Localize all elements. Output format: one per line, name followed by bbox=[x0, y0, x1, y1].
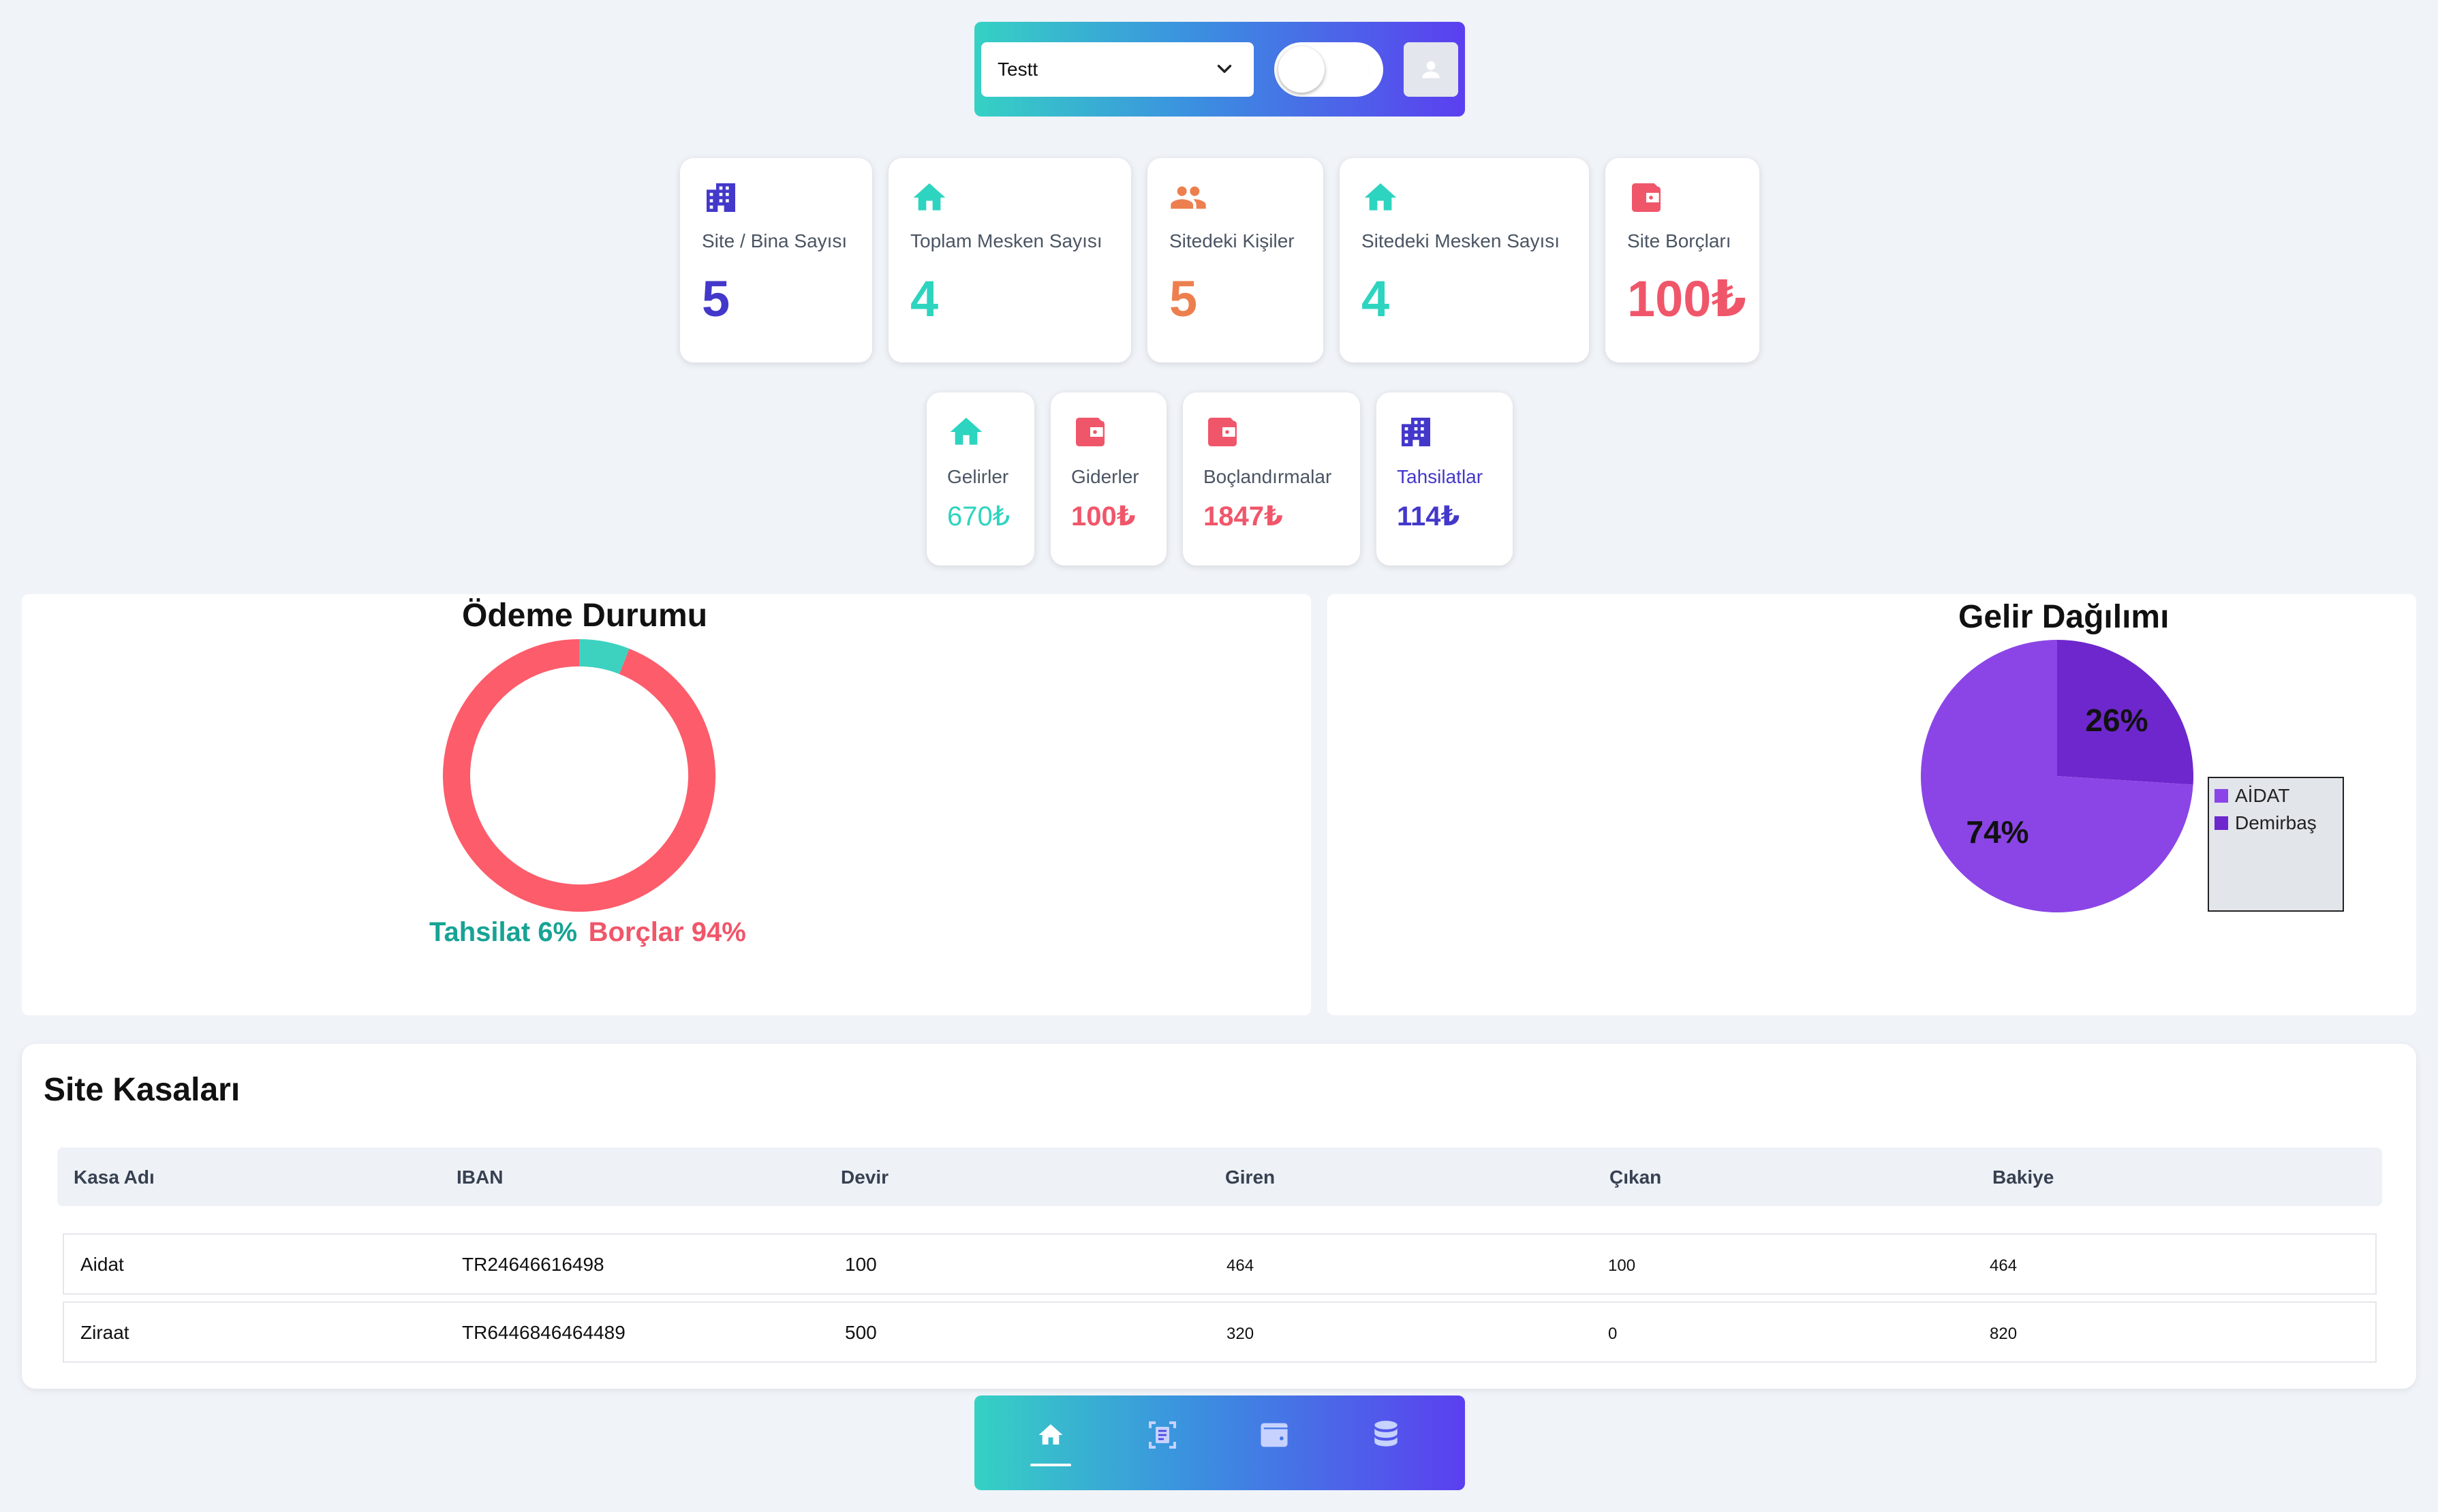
cell-cikan: 100 bbox=[1608, 1256, 1636, 1275]
pie-data-label: 26% bbox=[2085, 703, 2148, 738]
theme-toggle[interactable] bbox=[1274, 42, 1383, 97]
wallet-icon bbox=[1261, 1423, 1288, 1447]
legend-item-demirbas: Demirbaş bbox=[2215, 809, 2337, 837]
top-bar: Testt bbox=[974, 22, 1465, 117]
income-pie-chart: 26% 74% bbox=[1921, 640, 2193, 912]
income-distribution-title: Gelir Dağılımı bbox=[1958, 599, 2170, 635]
payment-legend: Tahsilat 6% Borçlar 94% bbox=[429, 917, 746, 948]
column-header: IBAN bbox=[457, 1167, 504, 1188]
column-header: Kasa Adı bbox=[74, 1167, 155, 1188]
column-header: Çıkan bbox=[1609, 1167, 1662, 1188]
cell-devir: 500 bbox=[845, 1322, 877, 1343]
stat-value: 4 bbox=[1361, 271, 1390, 327]
stat-value: 4 bbox=[910, 271, 939, 327]
receipt-icon bbox=[1149, 1421, 1176, 1449]
building-icon bbox=[1402, 418, 1430, 446]
donut-slice-borçlar bbox=[443, 639, 715, 912]
stat-card-income: Gelirler 670₺ bbox=[927, 392, 1034, 566]
donut-slice-tahsilat bbox=[578, 639, 630, 675]
stat-label: Sitedeki Kişiler bbox=[1169, 230, 1295, 251]
table-row[interactable]: Ziraat TR6446846464489 500 320 0 820 bbox=[63, 1301, 2377, 1363]
database-icon bbox=[1374, 1421, 1398, 1447]
cell-bakiye: 820 bbox=[1990, 1325, 2018, 1343]
nav-active-indicator bbox=[1030, 1464, 1071, 1466]
stat-card-people: Sitedeki Kişiler 5 bbox=[1147, 158, 1323, 362]
stat-value: 670₺ bbox=[947, 502, 1010, 531]
stat-value: 100₺ bbox=[1627, 271, 1746, 327]
bottom-nav bbox=[974, 1395, 1465, 1490]
stat-value: 5 bbox=[702, 271, 730, 327]
column-header: Devir bbox=[841, 1167, 889, 1188]
stat-card-expenses: Giderler 100₺ bbox=[1051, 392, 1167, 566]
wallet-icon bbox=[1632, 183, 1661, 212]
pie-slice bbox=[2057, 640, 2193, 785]
stat-card-site-count: Site / Bina Sayısı 5 bbox=[680, 158, 872, 362]
legend-label: AİDAT bbox=[2235, 785, 2290, 806]
cell-kasa-adi: Ziraat bbox=[80, 1322, 129, 1343]
site-kasalari-title: Site Kasaları bbox=[44, 1072, 241, 1108]
cell-giren: 320 bbox=[1226, 1325, 1254, 1343]
chevron-down-icon bbox=[1217, 65, 1232, 73]
nav-home[interactable] bbox=[1030, 1415, 1071, 1455]
cell-cikan: 0 bbox=[1608, 1325, 1618, 1343]
home-icon bbox=[1364, 183, 1397, 211]
stat-label: Site / Bina Sayısı bbox=[702, 230, 848, 251]
pie-data-label: 74% bbox=[1966, 814, 2028, 850]
site-select[interactable]: Testt bbox=[981, 42, 1254, 97]
stat-card-total-units: Toplam Mesken Sayısı 4 bbox=[889, 158, 1131, 362]
column-header: Giren bbox=[1225, 1167, 1276, 1188]
stat-card-charges: Boçlandırmalar 1847₺ bbox=[1183, 392, 1360, 566]
legend-swatch bbox=[2215, 816, 2228, 830]
stat-label: Boçlandırmalar bbox=[1203, 466, 1332, 487]
stat-label: Site Borçları bbox=[1627, 230, 1731, 251]
home-icon bbox=[913, 183, 946, 211]
building-icon bbox=[707, 183, 735, 212]
stat-card-site-debts: Site Borçları 100₺ bbox=[1605, 158, 1759, 362]
cell-iban: TR24646616498 bbox=[462, 1254, 604, 1275]
stat-card-site-units: Sitedeki Mesken Sayısı 4 bbox=[1340, 158, 1589, 362]
wallet-icon bbox=[1208, 418, 1237, 446]
wallet-icon bbox=[1076, 418, 1105, 446]
stat-label: Tahsilatlar bbox=[1397, 466, 1483, 487]
cell-kasa-adi: Aidat bbox=[80, 1254, 124, 1275]
table-header: Kasa Adı IBAN Devir Giren Çıkan Bakiye bbox=[57, 1147, 2382, 1206]
cell-bakiye: 464 bbox=[1990, 1256, 2018, 1275]
stat-label: Toplam Mesken Sayısı bbox=[910, 230, 1102, 251]
people-icon bbox=[1171, 186, 1206, 209]
income-legend: AİDAT Demirbaş bbox=[2208, 777, 2344, 912]
home-icon bbox=[950, 418, 983, 445]
pie-slice bbox=[1921, 640, 2193, 912]
nav-receipts[interactable] bbox=[1142, 1415, 1183, 1455]
site-select-value: Testt bbox=[998, 59, 1038, 80]
moon-icon bbox=[1358, 58, 1370, 81]
stat-label: Gelirler bbox=[947, 466, 1009, 487]
nav-database[interactable] bbox=[1365, 1415, 1406, 1455]
payment-donut-chart bbox=[443, 639, 715, 912]
legend-borclar: Borçlar 94% bbox=[588, 917, 746, 947]
stat-value: 1847₺ bbox=[1203, 502, 1283, 531]
cell-devir: 100 bbox=[845, 1254, 877, 1275]
user-icon bbox=[1422, 61, 1440, 78]
stat-value: 114₺ bbox=[1397, 502, 1460, 531]
user-avatar-button[interactable] bbox=[1404, 42, 1458, 97]
nav-wallet[interactable] bbox=[1254, 1415, 1295, 1455]
stat-label: Giderler bbox=[1071, 466, 1139, 487]
legend-tahsilat: Tahsilat 6% bbox=[429, 917, 578, 947]
home-icon bbox=[1038, 1424, 1063, 1445]
legend-label: Demirbaş bbox=[2235, 812, 2317, 833]
stat-value: 5 bbox=[1169, 271, 1198, 327]
cell-giren: 464 bbox=[1226, 1256, 1254, 1275]
stat-label: Sitedeki Mesken Sayısı bbox=[1361, 230, 1560, 251]
legend-item-aidat: AİDAT bbox=[2215, 782, 2337, 809]
table-row[interactable]: Aidat TR24646616498 100 464 100 464 bbox=[63, 1233, 2377, 1295]
cell-iban: TR6446846464489 bbox=[462, 1322, 626, 1343]
legend-swatch bbox=[2215, 789, 2228, 803]
stat-card-collections: Tahsilatlar 114₺ bbox=[1376, 392, 1513, 566]
payment-status-panel bbox=[22, 594, 1311, 1015]
payment-status-title: Ödeme Durumu bbox=[462, 598, 708, 634]
stat-value: 100₺ bbox=[1071, 502, 1136, 531]
column-header: Bakiye bbox=[1992, 1167, 2054, 1188]
toggle-knob bbox=[1278, 46, 1325, 93]
